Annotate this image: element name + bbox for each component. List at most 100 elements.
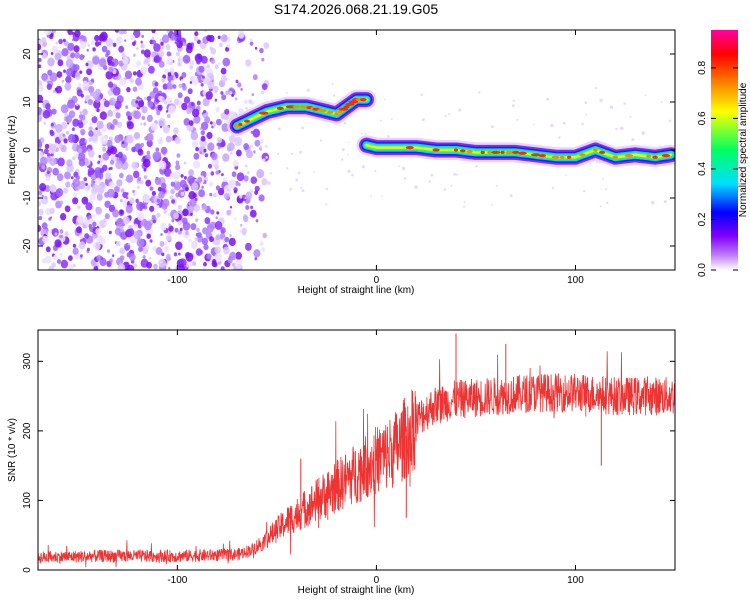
- faint-dot: [290, 152, 294, 155]
- noise-blob: [132, 41, 136, 47]
- noise-blob: [124, 39, 127, 42]
- noise-blob: [239, 223, 243, 227]
- faint-dot: [495, 184, 498, 187]
- faint-dot: [463, 205, 466, 208]
- noise-blob: [38, 64, 42, 69]
- noise-blob: [156, 198, 161, 203]
- noise-blob: [75, 71, 81, 78]
- noise-blob: [96, 254, 102, 262]
- noise-blob: [246, 150, 253, 159]
- noise-blob: [215, 185, 221, 191]
- snr-y-tick-label: 200: [22, 422, 33, 439]
- noise-blob: [173, 212, 179, 220]
- noise-blob: [61, 79, 65, 83]
- noise-blob: [60, 200, 64, 205]
- noise-blob: [58, 143, 64, 149]
- faint-dot: [609, 105, 614, 109]
- hot-spot: [334, 112, 339, 116]
- noise-blob: [112, 118, 118, 126]
- noise-blob: [178, 252, 181, 256]
- faint-dot: [428, 180, 431, 183]
- noise-blob: [176, 40, 183, 49]
- faint-dot: [581, 122, 584, 126]
- noise-blob: [156, 205, 160, 209]
- noise-blob: [107, 249, 110, 253]
- noise-blob: [158, 95, 163, 101]
- snr-axes: -100 0 100 0 100 200 300: [22, 330, 675, 586]
- noise-blob: [128, 242, 131, 246]
- noise-blob: [162, 83, 168, 90]
- spectrogram-y-tick-label: -10: [22, 190, 33, 205]
- noise-blob: [85, 182, 88, 187]
- noise-blob: [168, 266, 171, 270]
- noise-blob: [147, 100, 154, 108]
- noise-blob: [231, 171, 237, 178]
- hot-spot: [531, 153, 541, 157]
- noise-blob: [164, 68, 169, 74]
- faint-dot: [443, 188, 446, 191]
- faint-dot: [331, 83, 334, 86]
- noise-blob: [62, 133, 66, 137]
- noise-blob: [38, 84, 44, 92]
- faint-dot: [584, 101, 588, 104]
- noise-blob: [78, 180, 87, 190]
- noise-blob: [204, 116, 211, 124]
- noise-blob: [98, 131, 102, 137]
- noise-blob: [152, 151, 161, 161]
- faint-dot: [546, 97, 550, 101]
- noise-blob: [152, 219, 156, 224]
- noise-blob: [154, 177, 162, 186]
- noise-blob: [193, 152, 200, 160]
- noise-blob: [146, 95, 152, 102]
- hot-spot: [480, 150, 485, 154]
- noise-blob: [176, 153, 181, 158]
- noise-blob: [243, 175, 249, 182]
- noise-blob: [158, 258, 166, 268]
- noise-blob: [218, 62, 221, 66]
- noise-blob: [200, 130, 205, 136]
- noise-blob: [185, 186, 189, 192]
- faint-dot: [557, 166, 560, 169]
- noise-blob: [229, 234, 232, 237]
- noise-blob: [216, 118, 222, 126]
- noise-blob: [178, 264, 185, 270]
- noise-blob: [255, 219, 259, 223]
- noise-blob: [47, 69, 53, 76]
- noise-blob: [153, 263, 158, 270]
- noise-blob: [189, 59, 195, 66]
- hot-spot: [567, 155, 572, 159]
- noise-blob: [45, 176, 51, 182]
- noise-blob: [41, 187, 44, 191]
- noise-blob: [46, 83, 52, 90]
- faint-dot: [269, 172, 272, 175]
- noise-blob: [146, 233, 151, 239]
- faint-dot: [301, 126, 304, 130]
- snr-marks: [38, 333, 675, 568]
- hot-spot: [538, 154, 547, 158]
- noise-blob: [117, 151, 124, 159]
- noise-blob: [65, 181, 71, 188]
- noise-blob: [151, 39, 157, 45]
- noise-blob: [196, 59, 201, 65]
- noise-blob: [92, 184, 100, 192]
- faint-dot: [420, 93, 423, 97]
- noise-blob: [263, 42, 270, 49]
- noise-blob: [145, 179, 152, 187]
- noise-blob: [208, 181, 214, 187]
- noise-blob: [235, 97, 238, 101]
- noise-blob: [81, 196, 89, 205]
- noise-blob: [191, 140, 199, 149]
- noise-blob: [78, 158, 86, 167]
- noise-blob: [82, 80, 89, 88]
- faint-dot: [260, 90, 265, 95]
- noise-blob: [196, 100, 201, 106]
- noise-blob: [142, 247, 148, 255]
- noise-blob: [191, 182, 199, 191]
- noise-blob: [115, 240, 121, 247]
- noise-blob: [59, 252, 63, 257]
- noise-blob: [63, 138, 68, 144]
- noise-blob: [136, 238, 145, 248]
- noise-blob: [100, 219, 107, 228]
- noise-blob: [199, 138, 207, 148]
